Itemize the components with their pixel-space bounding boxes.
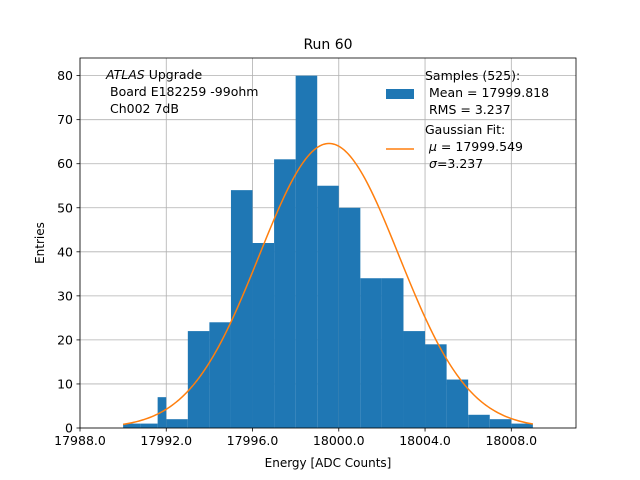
histogram-bar bbox=[360, 278, 382, 428]
x-tick-label: 18004.0 bbox=[399, 433, 451, 448]
legend-samples-line-3: RMS = 3.237 bbox=[429, 102, 511, 117]
x-tick-label: 17996.0 bbox=[227, 433, 279, 448]
gaussian-fit-curve bbox=[123, 142, 533, 426]
histogram-bar bbox=[140, 423, 158, 428]
sigma-symbol: σ bbox=[429, 156, 438, 171]
histogram-bar bbox=[468, 414, 490, 428]
histogram-bar bbox=[338, 207, 361, 428]
y-tick-label: 70 bbox=[57, 112, 73, 127]
legend-samples-line-2: Mean = 17999.818 bbox=[429, 85, 549, 100]
histogram-bar bbox=[252, 243, 275, 428]
x-tick-label: 18008.0 bbox=[485, 433, 537, 448]
annotation-line-3: Ch002 7dB bbox=[110, 101, 179, 116]
annotation-line-1: ATLAS Upgrade bbox=[105, 67, 202, 82]
axis-ticks: 17988.0 17992.0 17996.0 18000.0 18004.0 18008… bbox=[54, 68, 537, 448]
y-tick-label: 0 bbox=[65, 421, 73, 436]
legend-fit-line-1: Gaussian Fit: bbox=[425, 122, 505, 137]
histogram-bar bbox=[123, 423, 141, 428]
atlas-label: ATLAS bbox=[105, 67, 145, 82]
chart-title: Run 60 bbox=[303, 37, 352, 53]
legend-fit-line-2: μ = 17999.549 bbox=[428, 139, 523, 154]
histogram-bar bbox=[209, 322, 231, 428]
histogram-bars bbox=[123, 75, 533, 429]
x-tick-label: 18000.0 bbox=[313, 433, 365, 448]
legend-samples-swatch bbox=[386, 89, 414, 99]
histogram-bar bbox=[425, 344, 447, 428]
y-tick-label: 50 bbox=[57, 200, 73, 215]
y-tick-label: 40 bbox=[57, 244, 73, 259]
legend-fit-line-3: σ=3.237 bbox=[429, 156, 483, 171]
x-tick-label: 17992.0 bbox=[140, 433, 192, 448]
histogram-bar bbox=[274, 159, 296, 429]
histogram-bar bbox=[166, 419, 188, 428]
histogram-bar bbox=[489, 419, 512, 428]
mu-symbol: μ bbox=[428, 139, 437, 154]
sigma-value: =3.237 bbox=[437, 156, 483, 171]
histogram-bar bbox=[403, 331, 426, 428]
y-tick-label: 60 bbox=[57, 156, 73, 171]
y-tick-label: 10 bbox=[57, 376, 73, 391]
x-tick-label: 17988.0 bbox=[54, 433, 106, 448]
y-tick-label: 30 bbox=[57, 288, 73, 303]
annotation: ATLAS Upgrade Board E182259 -99ohm Ch002… bbox=[105, 67, 258, 116]
legend-samples-line-1: Samples (525): bbox=[425, 68, 520, 83]
histogram-bar bbox=[381, 278, 404, 428]
upgrade-label: Upgrade bbox=[145, 67, 203, 82]
histogram-bar bbox=[295, 75, 318, 428]
histogram-bar bbox=[511, 423, 533, 428]
histogram-bar bbox=[230, 190, 253, 428]
annotation-line-2: Board E182259 -99ohm bbox=[110, 84, 258, 99]
y-axis-label: Entries bbox=[33, 222, 47, 264]
y-tick-label: 20 bbox=[57, 332, 73, 347]
mu-value: = 17999.549 bbox=[437, 139, 523, 154]
x-axis-label: Energy [ADC Counts] bbox=[265, 456, 392, 470]
legend: Samples (525): Mean = 17999.818 RMS = 3.… bbox=[386, 68, 549, 171]
histogram-bar bbox=[446, 379, 469, 428]
plot-frame bbox=[79, 57, 577, 429]
y-tick-label: 80 bbox=[57, 68, 73, 83]
histogram-bar bbox=[317, 185, 339, 428]
